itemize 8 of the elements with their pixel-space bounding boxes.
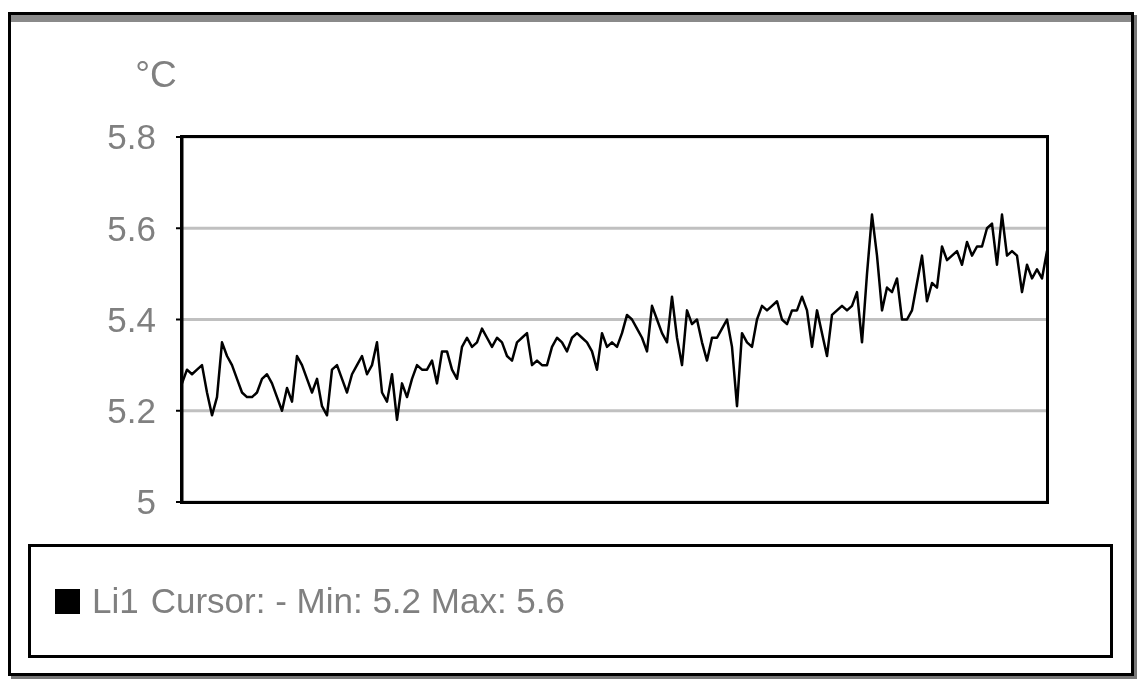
y-tick-label: 5.2: [107, 391, 156, 431]
y-axis-title: °C: [135, 54, 177, 95]
y-tick-label: 5.6: [107, 208, 156, 248]
text: Cursor: - Min: 5.2 Max: 5.6: [150, 581, 566, 621]
y-tick-label: 5.4: [107, 299, 156, 339]
y-tick-label: 5.8: [107, 117, 156, 157]
y-tick-label: 5: [136, 482, 156, 522]
legend-label: Li1: [92, 581, 139, 621]
